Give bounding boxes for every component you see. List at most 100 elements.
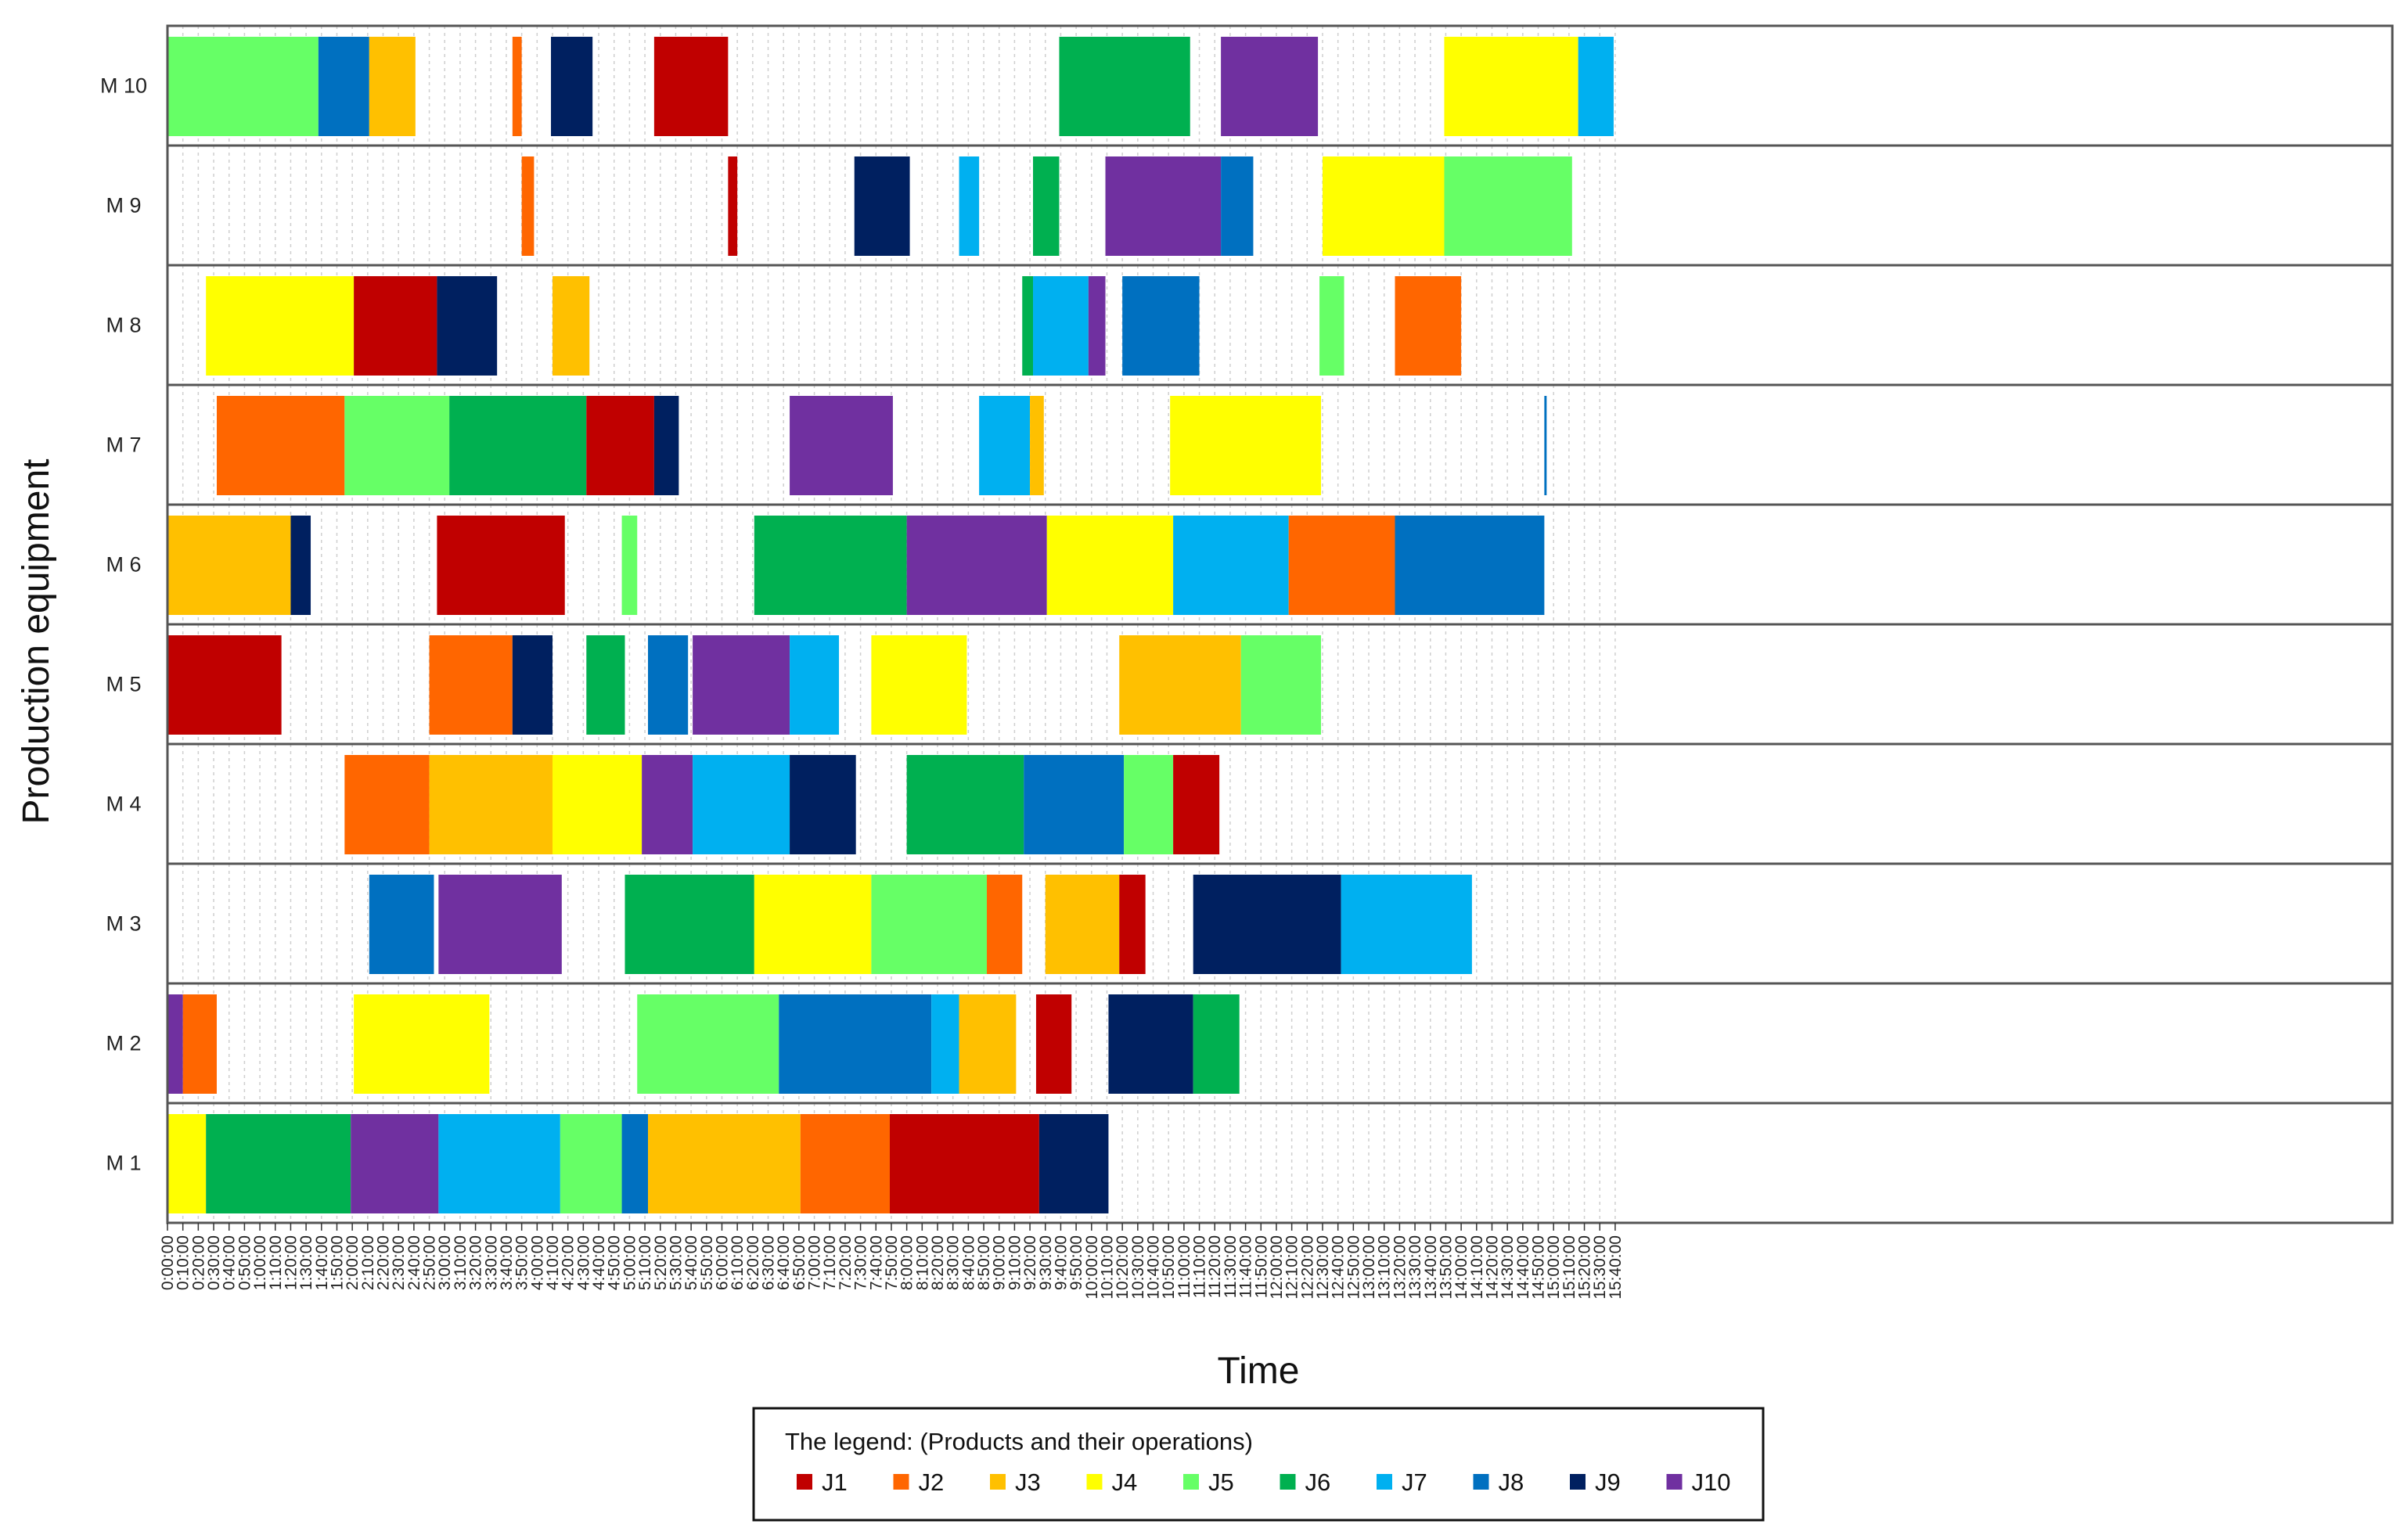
task-bar: [779, 994, 932, 1094]
task-bar: [438, 1114, 560, 1213]
legend-swatch: [1570, 1474, 1586, 1490]
task-bar: [653, 396, 679, 495]
row-frame: [166, 1102, 2394, 1224]
x-tick-label: 14:50:00: [1530, 1235, 1548, 1300]
x-tick-label: 4:20:00: [560, 1235, 578, 1290]
x-tick-label: 10:00:00: [1083, 1235, 1101, 1300]
x-tick-label: 11:10:00: [1191, 1235, 1209, 1298]
x-tick-label: 1:50:00: [328, 1235, 346, 1290]
task-bar: [318, 37, 369, 136]
task-bar: [959, 156, 980, 256]
task-bar: [790, 755, 856, 854]
x-tick-label: 4:10:00: [544, 1235, 562, 1290]
x-tick-label: 12:40:00: [1330, 1235, 1348, 1300]
task-bar: [693, 635, 790, 735]
task-bar: [512, 37, 522, 136]
task-bar: [1193, 994, 1240, 1094]
x-tick-label: 12:00:00: [1268, 1235, 1286, 1300]
x-tick-label: 12:50:00: [1344, 1235, 1362, 1300]
task-bar: [438, 875, 562, 974]
x-tick-label: 13:30:00: [1406, 1235, 1424, 1300]
task-bar: [1059, 37, 1190, 136]
task-bar: [871, 635, 967, 735]
task-bar: [1030, 396, 1044, 495]
x-tick-label: 4:40:00: [590, 1235, 608, 1290]
x-tick-label: 1:40:00: [313, 1235, 331, 1290]
task-bar: [621, 516, 638, 615]
x-tick-label: 12:20:00: [1298, 1235, 1316, 1300]
task-bar: [906, 516, 1047, 615]
task-bar: [790, 635, 840, 735]
legend-swatch: [990, 1474, 1006, 1490]
x-tick-label: 0:50:00: [236, 1235, 254, 1290]
x-tick-label: 9:00:00: [991, 1235, 1009, 1290]
task-bar: [167, 994, 183, 1094]
task-bar: [560, 1114, 622, 1213]
task-bar: [437, 276, 498, 376]
x-tick-label: 15:10:00: [1560, 1235, 1578, 1300]
legend-swatch: [1473, 1474, 1489, 1490]
x-tick-label: 4:00:00: [528, 1235, 546, 1290]
x-tick-label: 9:30:00: [1037, 1235, 1055, 1290]
x-tick-label: 13:00:00: [1360, 1235, 1378, 1300]
x-tick-label: 15:40:00: [1607, 1235, 1625, 1300]
task-bar: [1035, 994, 1072, 1094]
x-tick-label: 6:30:00: [760, 1235, 778, 1290]
x-tick-label: 15:00:00: [1545, 1235, 1563, 1300]
task-bar: [1323, 156, 1445, 256]
task-bar: [754, 875, 872, 974]
x-tick-label: 15:20:00: [1576, 1235, 1594, 1300]
legend-entries: J1 J2 J3 J4 J5 J6 J7 J8 J9 J10: [797, 1468, 1730, 1496]
x-tick-label: 11:00:00: [1175, 1235, 1193, 1298]
task-bar: [553, 755, 642, 854]
x-tick-label: 14:00:00: [1452, 1235, 1470, 1300]
task-bar: [1108, 994, 1193, 1094]
x-tick-label: 3:00:00: [436, 1235, 454, 1290]
x-tick-label: 8:50:00: [975, 1235, 993, 1290]
task-bar: [1444, 37, 1578, 136]
legend-swatch: [893, 1474, 909, 1490]
x-tick-label: 3:40:00: [498, 1235, 516, 1290]
task-bar: [167, 516, 291, 615]
task-bar: [553, 276, 590, 376]
legend-swatch: [1377, 1474, 1392, 1490]
machine-labels: M 10 M 9 M 8 M 7 M 6 M 5 M 4 M 3 M 2 M 1: [100, 74, 147, 1175]
task-bar: [586, 396, 654, 495]
task-bar: [790, 396, 893, 495]
task-bar: [1119, 875, 1146, 974]
x-tick-label: 5:30:00: [667, 1235, 685, 1290]
task-bar: [979, 396, 1031, 495]
legend: The legend: (Products and their operatio…: [752, 1407, 1765, 1522]
x-tick-label: 10:40:00: [1145, 1235, 1163, 1300]
task-bar: [906, 755, 1024, 854]
task-bar: [642, 755, 693, 854]
task-bar: [1022, 276, 1034, 376]
x-tick-label: 14:40:00: [1514, 1235, 1532, 1300]
x-tick-label: 0:10:00: [175, 1235, 193, 1290]
task-bar: [1088, 276, 1106, 376]
task-bar: [693, 755, 790, 854]
legend-swatch: [1666, 1474, 1683, 1490]
x-tick-label: 3:50:00: [513, 1235, 531, 1290]
x-tick-label: 11:40:00: [1237, 1235, 1255, 1298]
task-bar: [931, 994, 959, 1094]
machine-label: M 6: [106, 553, 141, 577]
legend-label: J2: [919, 1468, 945, 1496]
x-tick-label: 2:20:00: [375, 1235, 393, 1290]
x-tick-label: 8:20:00: [929, 1235, 947, 1290]
task-bar: [167, 1114, 207, 1213]
x-tick-label: 6:40:00: [775, 1235, 793, 1290]
task-bar: [344, 396, 450, 495]
x-tick-label: 11:50:00: [1252, 1235, 1270, 1298]
task-bar: [1193, 875, 1341, 974]
x-tick-label: 7:10:00: [821, 1235, 839, 1290]
machine-label: M 2: [106, 1032, 141, 1055]
task-bar: [728, 156, 738, 256]
task-bar: [1395, 276, 1462, 376]
x-tick-label: 13:20:00: [1391, 1235, 1409, 1300]
x-axis-title: Time: [1218, 1350, 1300, 1392]
machine-label: M 9: [106, 194, 141, 217]
x-tick-label: 15:30:00: [1591, 1235, 1609, 1300]
task-bar: [1444, 156, 1572, 256]
